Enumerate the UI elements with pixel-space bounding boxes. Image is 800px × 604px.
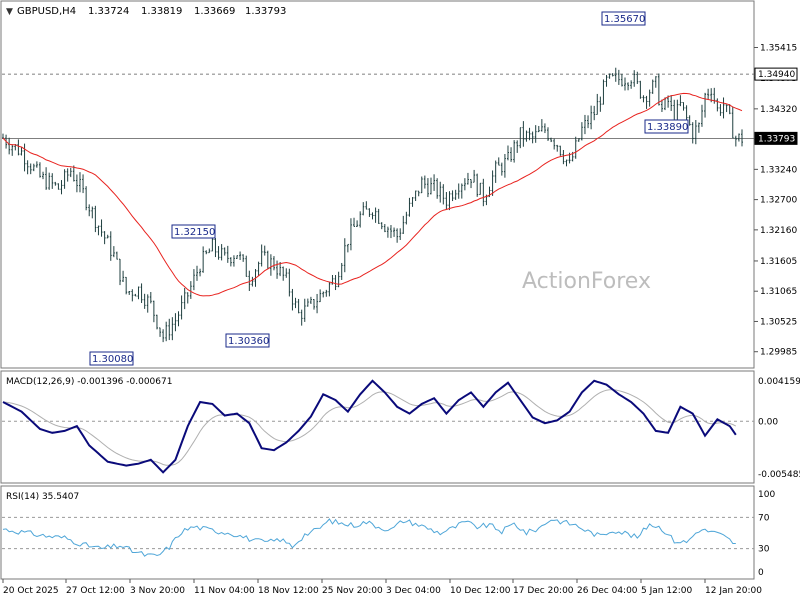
x-axis-label: 27 Oct 12:00 [66, 586, 125, 596]
header-open: 1.33724 [88, 6, 129, 17]
x-axis-label: 20 Oct 2025 [3, 586, 59, 596]
price-layer: 1.354151.348751.343201.337801.332401.327… [2, 11, 798, 366]
swing-label: 1.30360 [228, 336, 269, 347]
level-tag-label: 1.33793 [758, 134, 795, 144]
price-axis-label: 1.32160 [760, 226, 797, 236]
swing-label: 1.30080 [92, 354, 133, 365]
main-panel-frame [0, 0, 755, 369]
moving-average-line [2, 92, 743, 297]
rsi-axis-label: 100 [758, 490, 775, 500]
rsi-axis-label: 30 [758, 545, 770, 555]
price-axis-label: 1.35415 [760, 43, 797, 53]
rsi-axis-label: 0 [758, 568, 764, 578]
macd-panel-frame [0, 370, 755, 484]
swing-label: 1.33890 [647, 122, 688, 133]
level-tag-label: 1.34940 [758, 70, 795, 80]
rsi-line [2, 518, 736, 557]
level-tag [754, 131, 798, 145]
swing-label-box [601, 11, 646, 26]
price-axis-label: 1.30525 [760, 317, 797, 327]
x-axis-label: 3 Nov 20:00 [130, 586, 185, 596]
price-axis-label: 1.33240 [760, 165, 797, 175]
watermark: ActionForex [522, 269, 651, 294]
header-low: 1.33669 [194, 6, 235, 17]
x-axis-label: 18 Nov 12:00 [258, 586, 319, 596]
x-axis-label: 26 Dec 04:00 [577, 586, 638, 596]
macd-axis-label: -0.005485 [758, 470, 800, 480]
macd-axis-label: 0.004159 [758, 377, 800, 387]
price-axis-label: 1.32700 [760, 196, 797, 206]
header-symbol-icon: ▼ [6, 7, 13, 17]
price-axis-label: 1.34320 [760, 105, 797, 115]
rsi-layer: 100 70 30 0 [2, 490, 775, 578]
macd-line [2, 379, 737, 474]
swing-label-box [225, 333, 270, 348]
macd-title: MACD(12,26,9) -0.001396 -0.000671 [6, 377, 172, 387]
x-axis-label: 12 Jan 20:00 [705, 586, 762, 596]
x-axis-label: 10 Dec 12:00 [450, 586, 511, 596]
header-close: 1.33793 [245, 6, 286, 17]
x-axis-label: 17 Dec 20:00 [513, 586, 574, 596]
x-axis-label: 11 Nov 04:00 [194, 586, 255, 596]
rsi-title: RSI(14) 35.5407 [6, 492, 79, 502]
swing-label-box [171, 224, 216, 239]
x-axis-label: 3 Dec 04:00 [386, 586, 441, 596]
macd-axis-label: 0.00 [758, 417, 778, 427]
price-axis-label: 1.31065 [760, 287, 797, 297]
x-axis: 20 Oct 2025 27 Oct 12:00 3 Nov 20:00 11 Nov… [2, 579, 762, 596]
rsi-panel-frame [0, 485, 755, 580]
swing-label-box [89, 351, 134, 366]
price-axis-label: 1.29985 [760, 348, 797, 358]
swing-label: 1.32150 [174, 227, 215, 238]
header-symbol: GBPUSD,H4 [17, 6, 76, 17]
x-axis-label: 25 Nov 20:00 [322, 586, 383, 596]
price-axis-label: 1.31605 [760, 257, 797, 267]
macd-layer: 0.004159 0.00 -0.005485 [2, 377, 800, 480]
swing-label-box [644, 119, 689, 134]
header-high: 1.33819 [141, 6, 182, 17]
rsi-axis-label: 70 [758, 513, 770, 523]
x-axis-label: 5 Jan 12:00 [641, 586, 693, 596]
swing-label: 1.35670 [604, 14, 645, 25]
level-tag [754, 67, 798, 81]
